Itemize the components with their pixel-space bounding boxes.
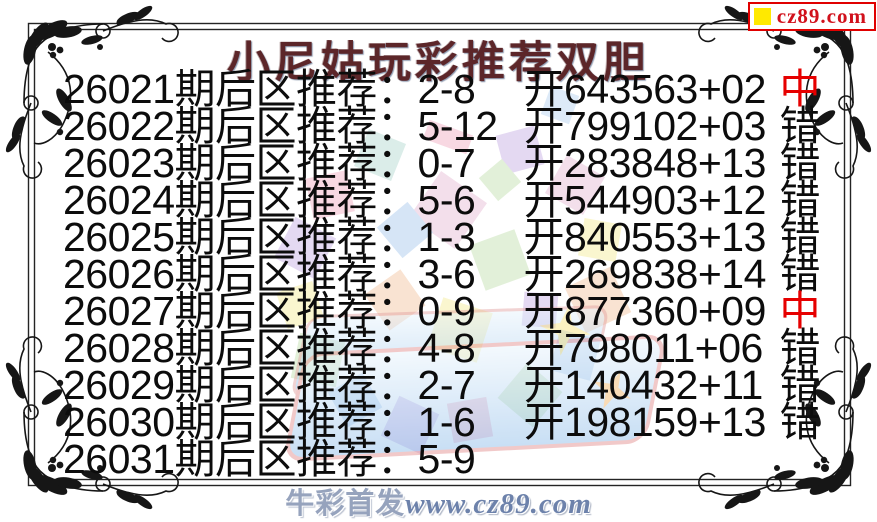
draw-result: 开198159+13 (523, 399, 767, 445)
yellow-square-icon (753, 8, 771, 25)
site-badge-label: cz89.com (776, 4, 867, 28)
site-badge: cz89.com (747, 2, 876, 31)
verdict: 错 (779, 399, 821, 445)
bottom-watermark: 牛彩首发www.cz89.com (0, 480, 877, 522)
period: 26031 (63, 436, 175, 482)
watermark-prefix: 牛彩首发 (285, 488, 406, 520)
prediction-row: 26031 期后区推荐： 5-9 (63, 436, 820, 482)
row-label: 期后区推荐： (174, 436, 419, 482)
prediction-list: 26021 期后区推荐： 2-8 开643563+02 中 26022 期后区推荐： 5-1… (63, 69, 821, 482)
watermark-url: www.cz89.com (405, 488, 592, 520)
recommendation: 5-9 (417, 436, 476, 482)
